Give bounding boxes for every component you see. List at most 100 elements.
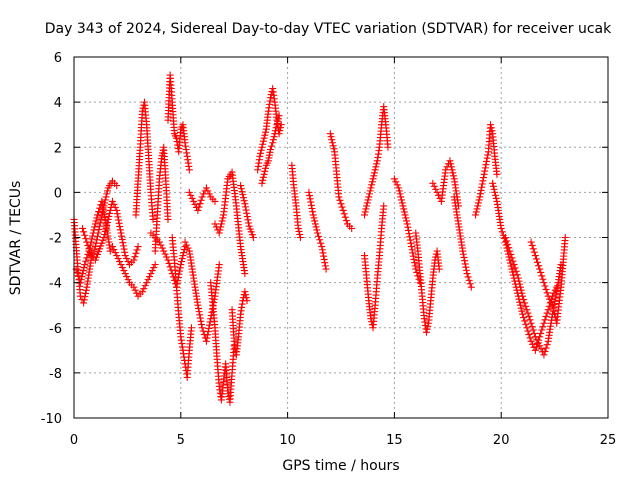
data-point (138, 288, 146, 296)
data-point-interp (118, 235, 126, 243)
data-point-interp (150, 264, 158, 272)
data-point-interp (407, 239, 415, 247)
y-axis-label: SDTVAR / TECUs (8, 181, 24, 296)
data-point-interp (163, 253, 171, 261)
data-point (155, 238, 163, 246)
data-point (164, 215, 172, 223)
data-point (309, 211, 317, 219)
data-point-interp (145, 273, 153, 281)
data-point-interp (110, 200, 118, 208)
data-point-interp (270, 133, 278, 141)
data-point-interp (116, 223, 124, 231)
data-point (211, 220, 219, 228)
data-point-interp (549, 304, 557, 312)
data-point (536, 342, 544, 350)
data-point-interp (363, 202, 371, 210)
data-point-interp (405, 230, 413, 238)
data-point-interp (532, 255, 540, 263)
chart-title: Day 343 of 2024, Sidereal Day-to-day VTE… (45, 21, 612, 37)
data-point-interp (432, 185, 440, 193)
data-point-interp (512, 267, 520, 275)
data-point-interp (116, 226, 124, 234)
data-point (215, 261, 223, 269)
data-point-interp (90, 246, 98, 254)
data-point-interp (408, 246, 416, 254)
data-point-interp (465, 276, 473, 284)
data-point-interp (484, 151, 492, 159)
data-point-interp (195, 203, 203, 211)
data-point-interp (521, 299, 529, 307)
data-point-interp (338, 203, 346, 211)
data-point-interp (187, 191, 195, 199)
data-point-interp (204, 331, 212, 339)
data-point (267, 146, 275, 154)
data-point-interp (90, 226, 98, 234)
data-point-interp (551, 297, 559, 305)
x-tick-label: 10 (279, 433, 296, 448)
data-point (514, 274, 522, 282)
data-point (121, 270, 129, 278)
data-point-interp (124, 258, 132, 266)
data-point (489, 179, 497, 187)
x-axis-label: GPS time / hours (282, 458, 399, 474)
data-point-interp (317, 239, 325, 247)
data-point-interp (133, 289, 141, 297)
data-point-interp (539, 323, 547, 331)
data-point-interp (367, 184, 375, 192)
data-point-interp (466, 280, 474, 288)
data-point (335, 193, 343, 201)
data-point (429, 179, 437, 187)
data-point-interp (482, 161, 490, 169)
series-arc-b (72, 197, 114, 287)
data-point-interp (307, 198, 315, 206)
data-point-interp (533, 336, 541, 344)
data-point (194, 206, 202, 214)
data-point-interp (77, 276, 85, 284)
data-point-interp (552, 291, 560, 299)
data-point-interp (526, 316, 534, 324)
data-point-interp (259, 176, 267, 184)
data-point-interp (477, 186, 485, 194)
data-point-interp (306, 192, 314, 200)
data-point (241, 270, 249, 278)
data-point-interp (204, 187, 212, 195)
data-point-interp (424, 322, 432, 330)
data-point-interp (195, 308, 203, 316)
data-point (519, 310, 527, 318)
data-point-interp (481, 167, 489, 175)
data-point-interp (82, 235, 90, 243)
data-point-interp (321, 262, 329, 270)
data-point-interp (517, 304, 525, 312)
data-point-interp (507, 250, 515, 258)
data-point-interp (393, 181, 401, 189)
data-point-interp (488, 127, 496, 135)
data-point-interp (327, 133, 335, 141)
data-point-interp (196, 311, 204, 319)
data-point-interp (430, 182, 438, 190)
data-point-interp (546, 295, 554, 303)
data-point-interp (402, 214, 410, 222)
data-point-interp (539, 275, 547, 283)
y-tick-label: 2 (54, 141, 62, 156)
data-point (348, 224, 356, 232)
grid-layer (74, 57, 608, 418)
data-point-interp (400, 205, 408, 213)
data-point (422, 328, 430, 336)
y-tick-label: 0 (54, 186, 62, 201)
series-arc-h (164, 71, 193, 174)
data-point-interp (522, 302, 530, 310)
data-point-interp (529, 245, 537, 253)
data-point-interp (541, 316, 549, 324)
data-point-interp (158, 244, 166, 252)
data-point (113, 252, 121, 260)
series-arc-n (228, 288, 251, 359)
series-arc-m (211, 168, 249, 278)
data-point-interp (91, 220, 99, 228)
data-point (501, 234, 509, 241)
data-point-interp (316, 236, 324, 244)
axes-layer (73, 56, 609, 419)
data-point (296, 234, 304, 241)
data-point-interp (406, 236, 414, 244)
series-arc-aa (472, 121, 501, 219)
